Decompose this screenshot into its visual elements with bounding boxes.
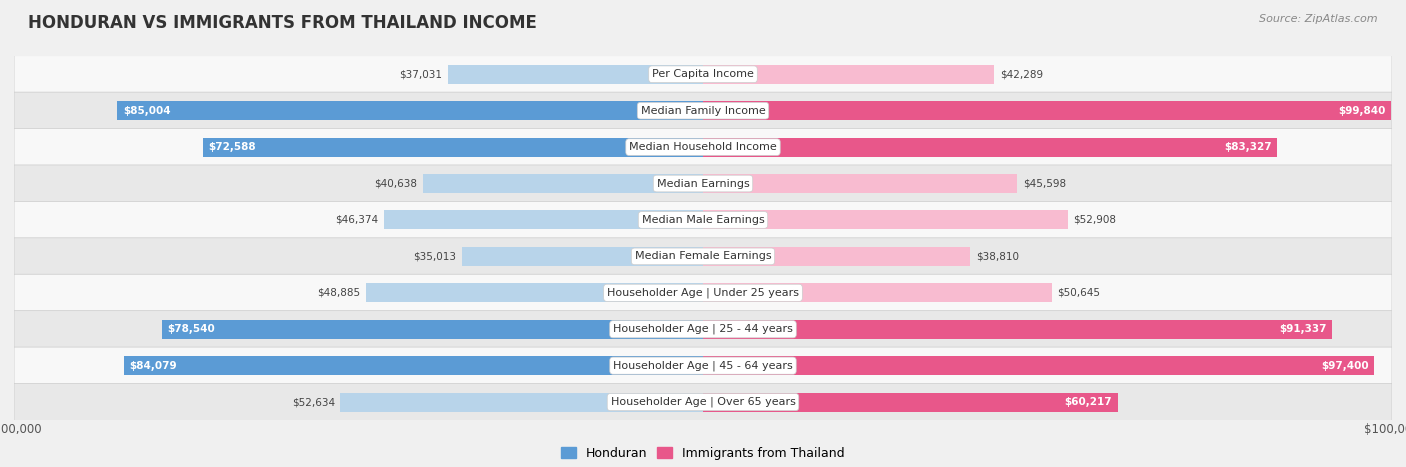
Text: $60,217: $60,217 (1064, 397, 1112, 407)
Text: Source: ZipAtlas.com: Source: ZipAtlas.com (1260, 14, 1378, 24)
Bar (366, 283, 703, 302)
FancyBboxPatch shape (14, 201, 1392, 239)
Bar (202, 138, 703, 156)
Text: $38,810: $38,810 (976, 251, 1019, 262)
FancyBboxPatch shape (14, 56, 1392, 93)
Text: $78,540: $78,540 (167, 324, 215, 334)
Text: $85,004: $85,004 (122, 106, 170, 116)
Text: Householder Age | 25 - 44 years: Householder Age | 25 - 44 years (613, 324, 793, 334)
Text: $52,634: $52,634 (292, 397, 335, 407)
Bar (703, 211, 1067, 229)
Text: Householder Age | 45 - 64 years: Householder Age | 45 - 64 years (613, 361, 793, 371)
Bar (162, 320, 703, 339)
Text: Median Family Income: Median Family Income (641, 106, 765, 116)
Text: $48,885: $48,885 (318, 288, 361, 298)
Bar (340, 393, 703, 411)
FancyBboxPatch shape (14, 128, 1392, 166)
Bar (703, 101, 1391, 120)
Text: Median Female Earnings: Median Female Earnings (634, 251, 772, 262)
Bar (703, 393, 1118, 411)
Bar (384, 211, 703, 229)
Text: $52,908: $52,908 (1073, 215, 1116, 225)
Text: $45,598: $45,598 (1022, 178, 1066, 189)
FancyBboxPatch shape (14, 274, 1392, 311)
FancyBboxPatch shape (14, 347, 1392, 384)
Bar (703, 174, 1017, 193)
Text: $91,337: $91,337 (1279, 324, 1327, 334)
Text: Per Capita Income: Per Capita Income (652, 69, 754, 79)
Text: $46,374: $46,374 (335, 215, 378, 225)
Text: $35,013: $35,013 (413, 251, 457, 262)
Text: $99,840: $99,840 (1339, 106, 1385, 116)
FancyBboxPatch shape (14, 92, 1392, 129)
Bar (703, 356, 1374, 375)
Bar (703, 138, 1277, 156)
FancyBboxPatch shape (14, 238, 1392, 275)
Text: $42,289: $42,289 (1000, 69, 1043, 79)
Bar (703, 283, 1052, 302)
Bar (124, 356, 703, 375)
FancyBboxPatch shape (14, 383, 1392, 421)
Text: HONDURAN VS IMMIGRANTS FROM THAILAND INCOME: HONDURAN VS IMMIGRANTS FROM THAILAND INC… (28, 14, 537, 32)
Bar (449, 65, 703, 84)
Text: Median Household Income: Median Household Income (628, 142, 778, 152)
Text: $83,327: $83,327 (1225, 142, 1271, 152)
Text: $84,079: $84,079 (129, 361, 177, 371)
Bar (703, 320, 1333, 339)
Text: Householder Age | Over 65 years: Householder Age | Over 65 years (610, 397, 796, 407)
FancyBboxPatch shape (14, 311, 1392, 348)
Legend: Honduran, Immigrants from Thailand: Honduran, Immigrants from Thailand (555, 442, 851, 465)
Bar (703, 65, 994, 84)
Text: $50,645: $50,645 (1057, 288, 1101, 298)
Text: Householder Age | Under 25 years: Householder Age | Under 25 years (607, 288, 799, 298)
Bar (703, 247, 970, 266)
Text: $72,588: $72,588 (208, 142, 256, 152)
Bar (423, 174, 703, 193)
Text: Median Male Earnings: Median Male Earnings (641, 215, 765, 225)
Text: $37,031: $37,031 (399, 69, 443, 79)
Bar (117, 101, 703, 120)
Text: $40,638: $40,638 (374, 178, 418, 189)
Text: Median Earnings: Median Earnings (657, 178, 749, 189)
Text: $97,400: $97,400 (1320, 361, 1368, 371)
Bar (461, 247, 703, 266)
FancyBboxPatch shape (14, 165, 1392, 202)
